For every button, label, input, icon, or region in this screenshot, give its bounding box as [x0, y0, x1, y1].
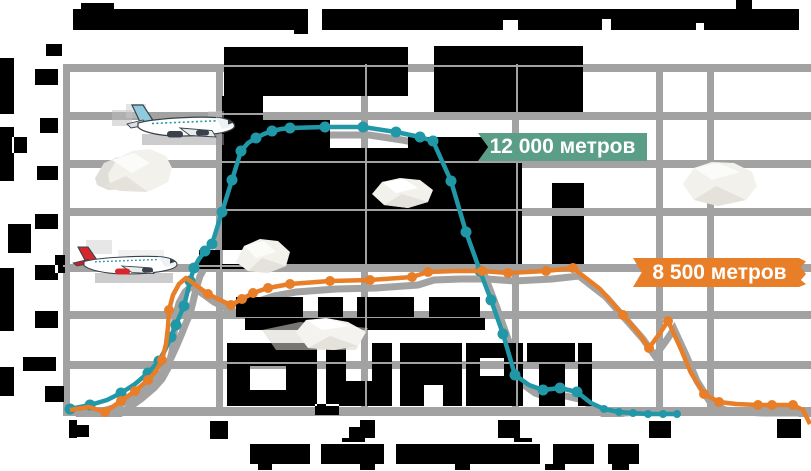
cloud-icon	[95, 149, 172, 192]
grid-line-slivers	[63, 64, 811, 416]
airplanes	[72, 104, 236, 283]
turboprop-airplane-icon	[72, 240, 178, 283]
altitude-badge-high: 12 000 метров	[478, 133, 647, 161]
clouds	[95, 149, 757, 350]
cloud-icon	[372, 178, 433, 208]
cloud-icon	[236, 239, 290, 273]
cloud-icon	[262, 318, 368, 350]
altitude-badge-low-label: 8 500 метров	[652, 260, 787, 284]
altitude-lines	[64, 121, 811, 426]
altitude-badge-low: 8 500 метров	[633, 258, 806, 287]
badge-ribbon-tab	[647, 145, 656, 153]
cloud-icon	[683, 162, 757, 206]
redacted-text-blocks-under-grid	[552, 183, 584, 272]
jet-airplane-icon	[112, 104, 236, 145]
altitude-badge-high-label: 12 000 метров	[489, 135, 636, 158]
